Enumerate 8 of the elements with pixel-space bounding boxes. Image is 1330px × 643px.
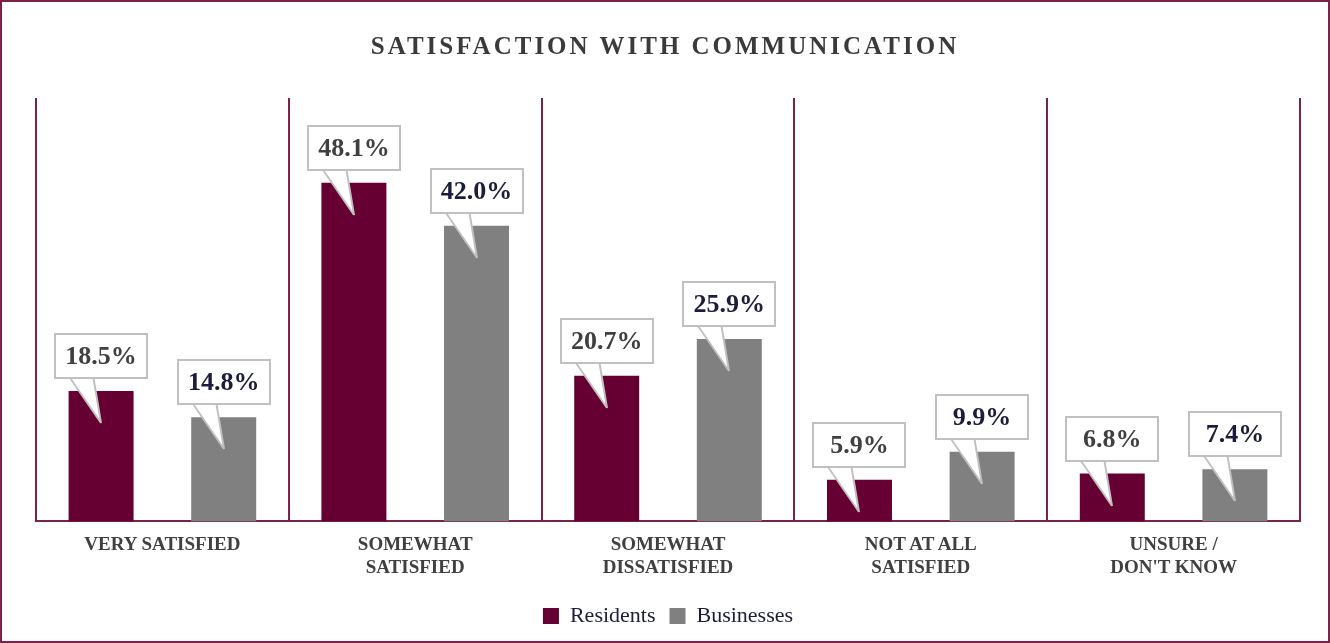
- x-tick-label: VERY SATISFIED: [84, 532, 241, 554]
- chart-title: SATISFACTION WITH COMMUNICATION: [369, 32, 961, 60]
- x-tick-label: NOT AT ALL SATISFIED: [864, 532, 977, 577]
- x-tick-label: UNSURE / DON'T KNOW: [1110, 532, 1238, 577]
- legend-label: Residents: [569, 601, 656, 627]
- legend-label: Businesses: [696, 601, 794, 627]
- x-tick-label: SOMEWHAT SATISFIED: [357, 532, 473, 577]
- x-tick-label: SOMEWHAT DISSATISFIED: [602, 532, 734, 577]
